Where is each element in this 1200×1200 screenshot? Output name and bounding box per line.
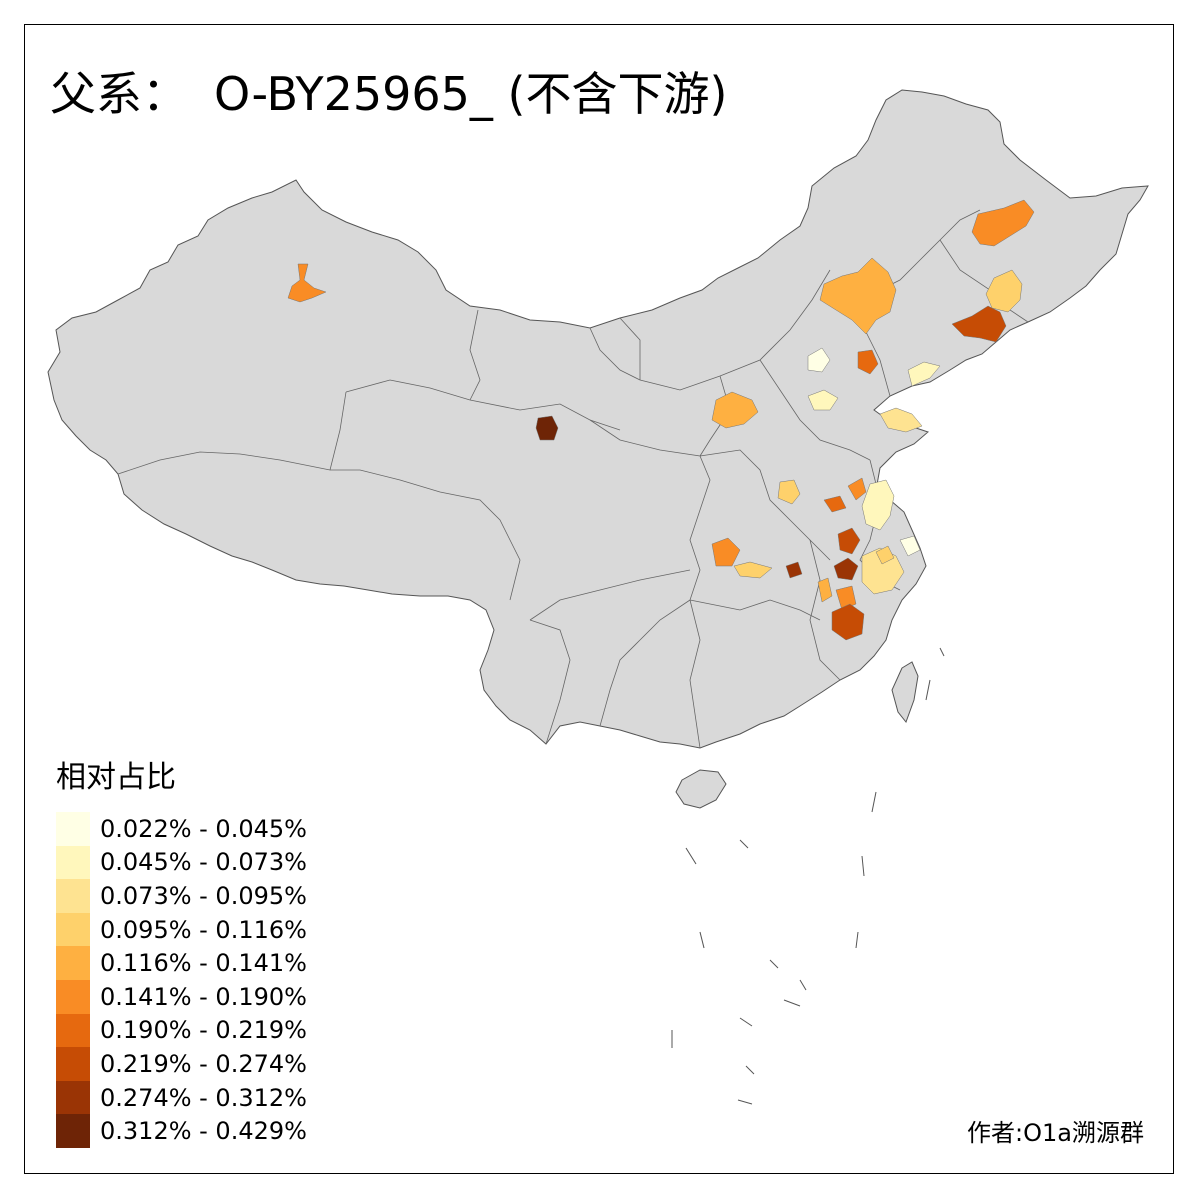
legend-swatch: [56, 1080, 90, 1115]
region-xuzhou: [847, 477, 867, 501]
region-shanghai-area: [899, 535, 921, 557]
region-jilin: [985, 269, 1023, 313]
region-shandong: [879, 407, 923, 433]
region-chongqing-east: [711, 537, 741, 567]
legend-swatch: [56, 946, 90, 980]
region-jiangxi-north: [817, 577, 833, 603]
china-landmass: [47, 89, 1149, 749]
legend-item: 0.141% - 0.190%: [56, 979, 307, 1014]
legend-label: 0.116% - 0.141%: [100, 949, 307, 978]
legend-swatch: [56, 879, 90, 913]
region-liaoning: [951, 305, 1007, 343]
legend-item: 0.045% - 0.073%: [56, 845, 307, 880]
region-qinghai: [535, 415, 559, 441]
title-main: O-BY25965_ (不含下游): [214, 67, 728, 121]
region-inner-mongolia: [819, 257, 897, 335]
legend-items: 0.022% - 0.045% 0.045% - 0.073% 0.073% -…: [56, 812, 307, 1148]
title-prefix: 父系：: [50, 67, 188, 121]
legend-item: 0.095% - 0.116%: [56, 912, 307, 947]
legend-swatch: [56, 912, 90, 947]
legend-label: 0.190% - 0.219%: [100, 1016, 307, 1045]
legend-item: 0.190% - 0.219%: [56, 1013, 307, 1048]
legend-label: 0.141% - 0.190%: [100, 982, 307, 1011]
region-anhui-north: [823, 495, 847, 513]
legend-item: 0.073% - 0.095%: [56, 879, 307, 913]
map-title: 父系： O-BY25965_ (不含下游): [50, 58, 727, 124]
legend-item: 0.116% - 0.141%: [56, 946, 307, 980]
prefectures: [287, 199, 1035, 641]
region-jiangxi-south: [831, 603, 865, 641]
legend-label: 0.274% - 0.312%: [100, 1083, 307, 1112]
legend-swatch: [56, 1047, 90, 1081]
region-hubei-west: [733, 561, 773, 579]
legend-swatch: [56, 845, 90, 880]
region-xinjiang-north: [287, 263, 327, 303]
legend-title: 相对占比: [56, 760, 176, 795]
legend-swatch: [56, 812, 90, 846]
legend-swatch: [56, 1013, 90, 1048]
legend-swatch: [56, 979, 90, 1014]
region-beijing-area: [807, 347, 831, 373]
legend-label: 0.095% - 0.116%: [100, 915, 307, 944]
legend-item: 0.312% - 0.429%: [56, 1114, 307, 1148]
region-dalian: [907, 361, 941, 387]
author-credit: 作者:O1a溯源群: [967, 1119, 1144, 1147]
legend-label: 0.045% - 0.073%: [100, 848, 307, 877]
region-heilongjiang: [971, 199, 1035, 247]
region-jiangxi-central: [835, 585, 857, 611]
region-hebei-north: [857, 349, 879, 375]
region-wuhan: [833, 557, 859, 581]
legend-item: 0.219% - 0.274%: [56, 1047, 307, 1081]
region-jiangsu: [861, 479, 895, 531]
legend-item: 0.274% - 0.312%: [56, 1080, 307, 1115]
region-anhui-central: [837, 527, 861, 555]
legend-label: 0.022% - 0.045%: [100, 814, 307, 843]
legend-label: 0.312% - 0.429%: [100, 1117, 307, 1146]
legend-swatch: [56, 1114, 90, 1148]
legend: 相对占比 0.022% - 0.045% 0.045% - 0.073% 0.0…: [56, 752, 307, 1148]
region-shaanxi-north: [711, 391, 759, 429]
legend-label: 0.219% - 0.274%: [100, 1049, 307, 1078]
region-hubei-central: [785, 561, 803, 579]
region-shanxi: [807, 389, 839, 411]
legend-item: 0.022% - 0.045%: [56, 812, 307, 846]
legend-label: 0.073% - 0.095%: [100, 881, 307, 910]
region-henan: [777, 479, 801, 505]
south-china-sea-islands: [671, 647, 945, 1105]
region-zhejiang-north: [875, 545, 895, 565]
hainan-island: [675, 769, 727, 809]
province-borders: [117, 209, 1029, 749]
taiwan-island: [891, 661, 919, 724]
